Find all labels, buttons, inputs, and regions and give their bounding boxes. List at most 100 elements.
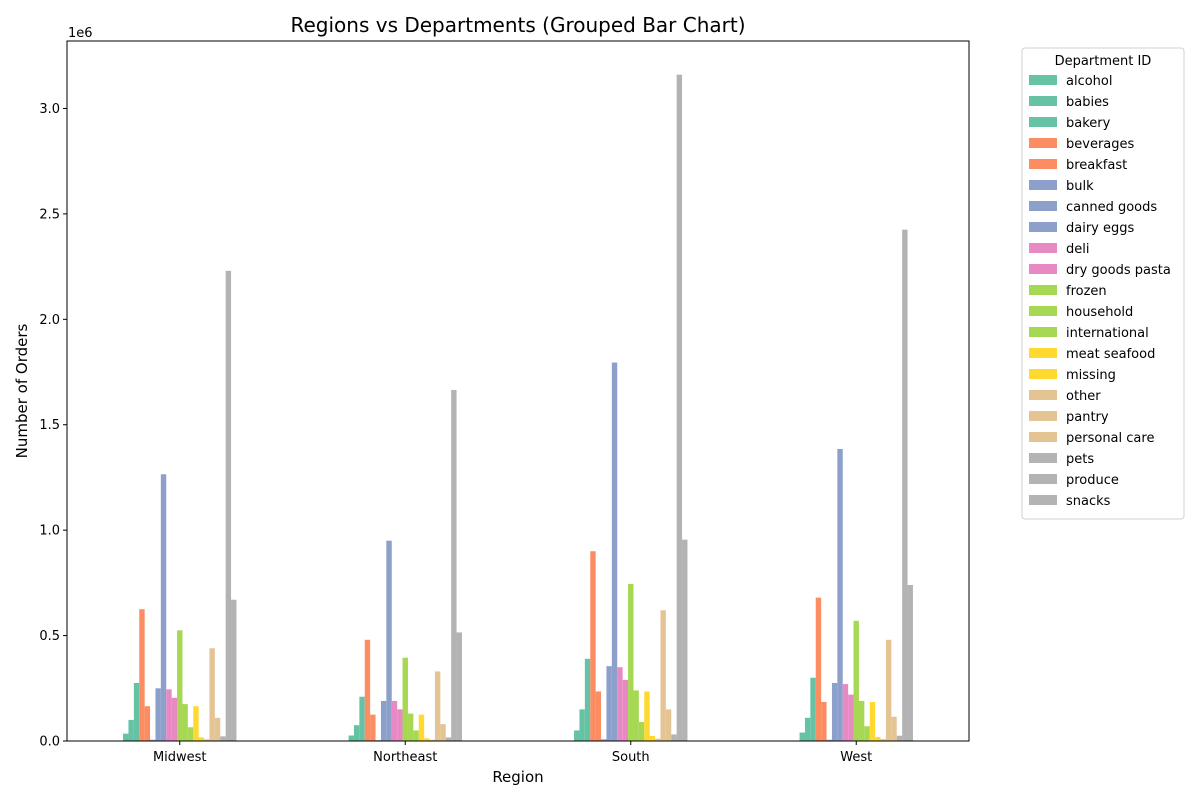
bar-midwest-pantry [209, 648, 215, 741]
legend-entry: household [1066, 305, 1133, 320]
bar-west-other [880, 739, 886, 741]
legend-swatch [1029, 432, 1057, 442]
bar-west-frozen [853, 620, 859, 741]
legend-swatch [1029, 180, 1057, 190]
bar-midwest-produce [225, 270, 232, 741]
bar-south-bakery [584, 658, 591, 741]
bar-west-snacks [907, 584, 913, 741]
bar-northeast-pets [445, 737, 452, 741]
bar-northeast-deli [391, 700, 398, 741]
legend-entry: dairy eggs [1066, 221, 1135, 236]
legend-swatch [1029, 306, 1057, 316]
bar-south-household [633, 690, 639, 741]
bar-midwest-babies [128, 719, 134, 741]
bar-northeast-dairy-eggs [386, 540, 392, 741]
bar-west-canned-goods [831, 683, 838, 741]
x-tick-label: Northeast [373, 750, 437, 765]
bar-south-missing [649, 735, 656, 741]
y-tick-label: 2.0 [39, 313, 60, 328]
bar-west-personal-care [891, 716, 897, 741]
bar-south-dairy-eggs [611, 362, 618, 741]
legend-entry: missing [1066, 368, 1116, 383]
bar-northeast-pantry [434, 671, 441, 741]
bar-west-deli [842, 684, 849, 741]
legend-entry: international [1066, 326, 1149, 341]
legend-swatch [1029, 453, 1057, 463]
legend-swatch [1029, 327, 1057, 337]
bar-south-babies [579, 709, 585, 741]
bar-northeast-dry-goods-pasta [397, 709, 403, 741]
y-tick-label: 3.0 [39, 102, 60, 117]
bar-west-household [858, 700, 865, 741]
bar-midwest-frozen [177, 630, 183, 741]
y-axis-offset-text: 1e6 [68, 26, 93, 41]
legend-swatch [1029, 264, 1057, 274]
legend-swatch [1029, 495, 1057, 505]
bar-northeast-produce [451, 389, 457, 741]
bar-south-international [638, 722, 645, 741]
bar-south-snacks [682, 539, 688, 741]
bar-south-pets [671, 734, 677, 741]
y-tick-label: 1.5 [39, 418, 60, 433]
bar-west-produce [902, 229, 908, 741]
bar-northeast-missing [424, 738, 430, 741]
bar-south-breakfast [595, 691, 602, 741]
legend-title: Department ID [1055, 54, 1152, 69]
legend-entry: dry goods pasta [1066, 263, 1171, 278]
legend-entry: breakfast [1066, 158, 1127, 173]
legend-entry: pantry [1066, 410, 1109, 425]
bar-south-pantry [660, 610, 666, 741]
bar-midwest-personal-care [214, 717, 221, 741]
bar-west-dairy-eggs [837, 448, 843, 741]
bar-northeast-international [413, 730, 419, 741]
bar-midwest-breakfast [144, 706, 151, 741]
bar-midwest-pets [220, 736, 226, 741]
bar-midwest-canned-goods [155, 688, 161, 741]
bar-northeast-personal-care [440, 724, 446, 741]
legend-swatch [1029, 75, 1057, 85]
bar-midwest-beverages [139, 609, 145, 741]
x-tick-label: West [840, 750, 872, 765]
legend-swatch [1029, 390, 1057, 400]
bar-midwest-missing [198, 737, 205, 741]
legend-entry: pets [1066, 452, 1094, 467]
legend: Department ID alcohol babies bakery beverage… [1021, 47, 1185, 520]
bar-northeast-frozen [402, 657, 408, 741]
legend-box [1021, 47, 1185, 520]
legend-entry: beverages [1066, 137, 1135, 152]
bar-midwest-other [204, 739, 210, 741]
bar-west-beverages [815, 597, 822, 741]
x-axis-label: Region [492, 768, 543, 786]
bar-west-dry-goods-pasta [848, 694, 854, 741]
bar-west-missing [875, 736, 881, 741]
legend-swatch [1029, 138, 1057, 148]
legend-entry: bulk [1066, 179, 1094, 194]
bar-northeast-breakfast [370, 714, 376, 741]
legend-entry: bakery [1066, 116, 1111, 131]
legend-swatch [1029, 474, 1057, 484]
legend-entry: personal care [1066, 431, 1154, 446]
bar-midwest-snacks [231, 599, 237, 741]
bar-northeast-beverages [364, 639, 371, 741]
y-tick-label: 0.5 [39, 629, 60, 644]
legend-swatch [1029, 159, 1057, 169]
bar-northeast-bakery [359, 696, 365, 741]
bar-west-bakery [810, 677, 816, 741]
x-tick-label: Midwest [153, 750, 207, 765]
legend-entry: deli [1066, 242, 1089, 257]
bar-south-dry-goods-pasta [622, 679, 629, 741]
legend-entry: other [1066, 389, 1101, 404]
legend-entry: produce [1066, 473, 1119, 488]
bar-south-personal-care [665, 709, 672, 741]
legend-entry: snacks [1066, 494, 1111, 509]
legend-entry: meat seafood [1066, 347, 1155, 362]
bar-south-alcohol [574, 730, 580, 741]
bar-south-beverages [590, 551, 596, 741]
bar-midwest-dairy-eggs [160, 474, 167, 741]
bar-west-pantry [885, 639, 892, 741]
chart-title: Regions vs Departments (Grouped Bar Char… [290, 13, 745, 37]
bar-west-pets [896, 735, 903, 741]
legend-swatch [1029, 285, 1057, 295]
y-axis-label: Number of Orders [13, 323, 31, 458]
